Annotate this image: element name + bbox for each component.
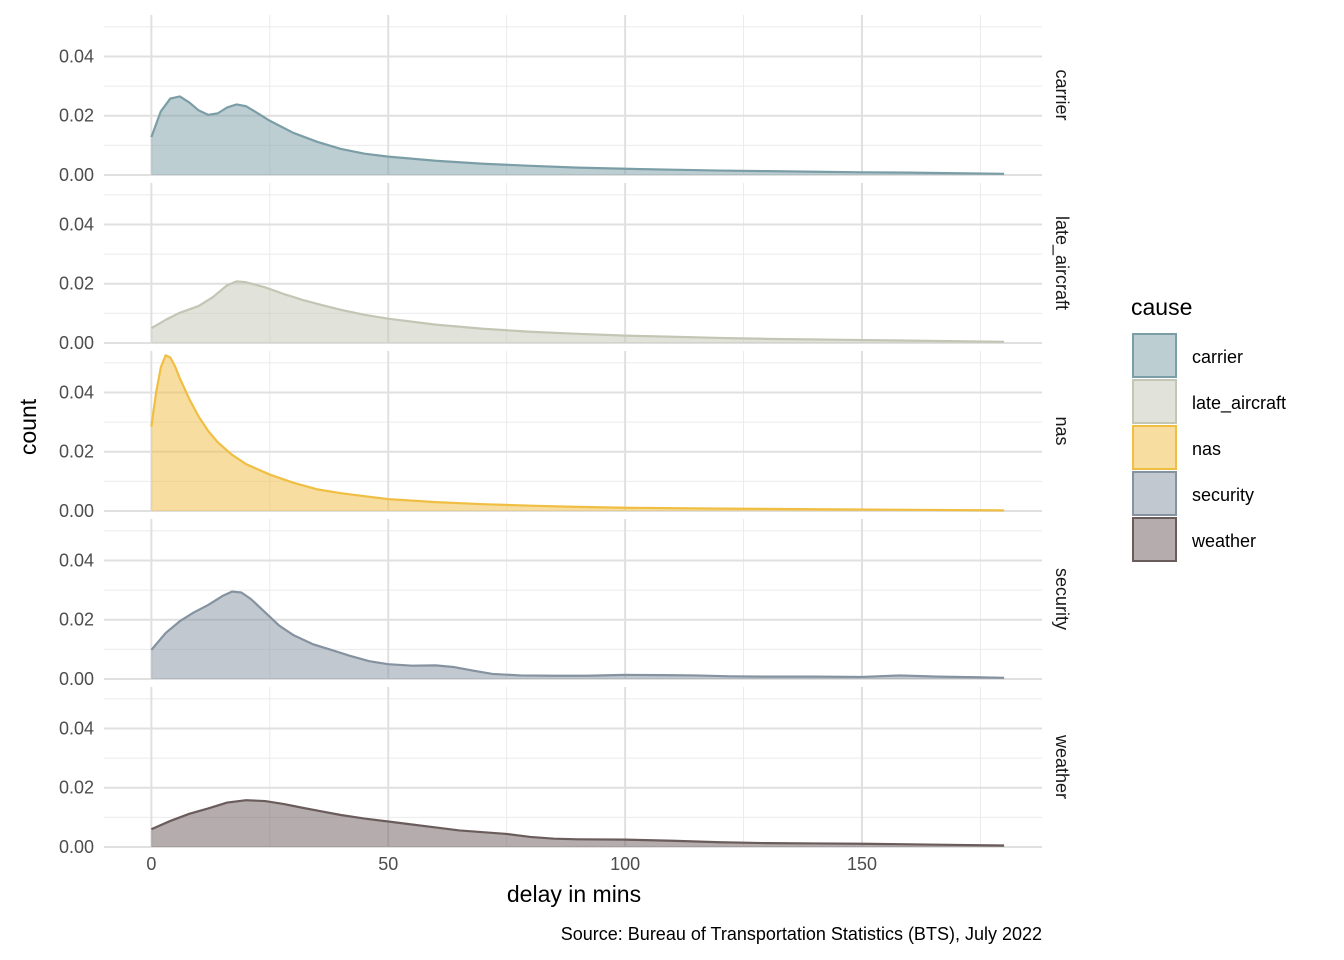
- density-area-late_aircraft: [151, 281, 1005, 343]
- x-tick-label: 100: [610, 854, 640, 874]
- y-tick-label: 0.04: [59, 214, 94, 234]
- x-tick-label: 50: [378, 854, 398, 874]
- density-line-nas: [150, 354, 1005, 512]
- legend-key-security: [1132, 471, 1177, 516]
- legend-label-security: security: [1192, 485, 1254, 505]
- legend-key-weather: [1132, 517, 1177, 562]
- y-tick-label: 0.02: [59, 106, 94, 126]
- y-tick-label: 0.02: [59, 610, 94, 630]
- y-tick-label: 0.04: [59, 718, 94, 738]
- y-axis-title: count: [15, 398, 41, 455]
- legend-item-security: security: [1132, 471, 1254, 516]
- legend-label-weather: weather: [1191, 531, 1256, 551]
- x-axis-ticks: 0 50 100 150: [146, 854, 877, 874]
- density-line-carrier: [150, 95, 1005, 175]
- density-line-weather: [150, 799, 1005, 847]
- facet-panel-carrier: 0.00 0.02 0.04 carrier: [59, 15, 1072, 185]
- y-tick-label: 0.04: [59, 382, 94, 402]
- legend-item-weather: weather: [1132, 517, 1256, 562]
- facet-strip-label-security: security: [1052, 568, 1072, 630]
- facet-panel-weather: 0.00 0.02 0.04 weather: [59, 687, 1072, 857]
- facet-strip-label-late_aircraft: late_aircraft: [1051, 216, 1072, 310]
- facet-strip-label-weather: weather: [1052, 734, 1072, 799]
- legend-label-carrier: carrier: [1192, 347, 1243, 367]
- facet-panel-late_aircraft: 0.00 0.02 0.04 late_aircraft: [59, 183, 1072, 353]
- y-tick-label: 0.00: [59, 333, 94, 353]
- legend-label-late_aircraft: late_aircraft: [1192, 393, 1286, 414]
- x-tick-label: 0: [146, 854, 156, 874]
- density-area-nas: [151, 355, 1005, 511]
- density-line-late_aircraft: [150, 280, 1005, 343]
- y-tick-label: 0.02: [59, 274, 94, 294]
- legend-key-carrier: [1132, 333, 1177, 378]
- y-tick-label: 0.00: [59, 165, 94, 185]
- y-tick-label: 0.04: [59, 46, 94, 66]
- legend-title: cause: [1131, 294, 1192, 320]
- density-line-security: [150, 590, 1005, 679]
- x-axis-title: delay in mins: [507, 881, 641, 907]
- facet-panel-security: 0.00 0.02 0.04 security: [59, 519, 1072, 689]
- facet-panel-nas: 0.00 0.02 0.04 nas: [59, 351, 1072, 521]
- y-tick-label: 0.02: [59, 442, 94, 462]
- density-area-weather: [151, 800, 1005, 847]
- y-tick-label: 0.04: [59, 550, 94, 570]
- density-area-carrier: [151, 96, 1005, 175]
- facet-strip-label-carrier: carrier: [1052, 69, 1072, 120]
- legend-label-nas: nas: [1192, 439, 1221, 459]
- y-tick-label: 0.00: [59, 669, 94, 689]
- density-area-security: [151, 591, 1005, 679]
- y-tick-label: 0.00: [59, 501, 94, 521]
- x-tick-label: 150: [847, 854, 877, 874]
- legend-item-carrier: carrier: [1132, 333, 1243, 378]
- y-tick-label: 0.00: [59, 837, 94, 857]
- facet-panels: 0.00 0.02 0.04 carrier 0.00 0.02 0.04 late_airc…: [59, 15, 1072, 857]
- legend-key-late_aircraft: [1132, 379, 1177, 424]
- y-tick-label: 0.02: [59, 778, 94, 798]
- legend-key-nas: [1132, 425, 1177, 470]
- legend-item-nas: nas: [1132, 425, 1221, 470]
- chart-caption: Source: Bureau of Transportation Statist…: [561, 924, 1042, 944]
- facet-strip-label-nas: nas: [1052, 416, 1072, 445]
- legend-item-late_aircraft: late_aircraft: [1132, 379, 1286, 424]
